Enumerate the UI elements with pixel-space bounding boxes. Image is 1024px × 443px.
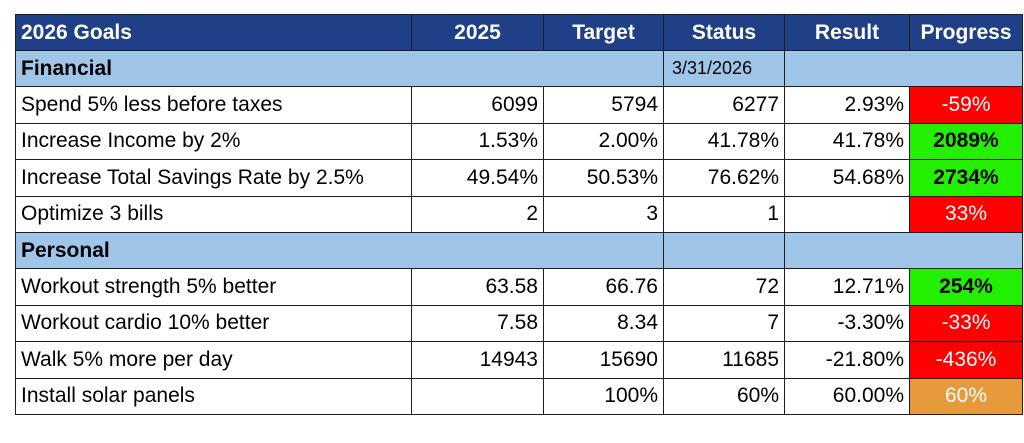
goal-cell[interactable]: Install solar panels — [15, 377, 412, 415]
status-cell[interactable]: 72 — [663, 268, 785, 306]
progress-cell[interactable]: 33% — [909, 195, 1023, 233]
baseline-cell[interactable]: 14943 — [411, 341, 544, 379]
progress-cell[interactable]: -436% — [909, 341, 1023, 379]
goals-spreadsheet: 2026 Goals 2025 Target Status Result Pro… — [15, 14, 1023, 415]
goal-cell[interactable]: Optimize 3 bills — [15, 195, 412, 233]
target-cell[interactable]: 8.34 — [543, 304, 664, 343]
progress-cell[interactable]: 60% — [909, 377, 1023, 415]
section-status-date[interactable]: 3/31/2026 — [663, 49, 785, 88]
baseline-cell[interactable]: 2 — [411, 195, 544, 233]
result-cell[interactable] — [784, 195, 910, 233]
target-cell[interactable]: 5794 — [543, 86, 664, 124]
status-cell[interactable]: 76.62% — [663, 159, 785, 197]
baseline-cell[interactable] — [411, 377, 544, 415]
section-filler-cell[interactable] — [784, 49, 1023, 88]
status-cell[interactable]: 6277 — [663, 86, 785, 124]
goals-table-body: Financial 3/31/2026 Spend 5% less before t… — [15, 49, 1023, 415]
baseline-cell[interactable]: 7.58 — [411, 304, 544, 343]
section-label[interactable]: Financial — [15, 49, 664, 88]
table-row: Workout strength 5% better 63.58 66.76 72 12… — [15, 268, 1023, 306]
status-cell[interactable]: 11685 — [663, 341, 785, 379]
column-header-result[interactable]: Result — [784, 14, 910, 51]
status-cell[interactable]: 1 — [663, 195, 785, 233]
status-cell[interactable]: 41.78% — [663, 122, 785, 161]
result-cell[interactable]: 12.71% — [784, 268, 910, 306]
section-filler-cell[interactable] — [784, 231, 1023, 270]
column-header-baseline[interactable]: 2025 — [411, 14, 544, 51]
progress-cell[interactable]: -33% — [909, 304, 1023, 343]
target-cell[interactable]: 2.00% — [543, 122, 664, 161]
goal-cell[interactable]: Increase Total Savings Rate by 2.5% — [15, 159, 412, 197]
result-cell[interactable]: -21.80% — [784, 341, 910, 379]
table-row: Spend 5% less before taxes 6099 5794 6277 2.… — [15, 86, 1023, 124]
progress-cell[interactable]: -59% — [909, 86, 1023, 124]
section-status-date[interactable] — [663, 231, 785, 270]
baseline-cell[interactable]: 6099 — [411, 86, 544, 124]
baseline-cell[interactable]: 63.58 — [411, 268, 544, 306]
goal-cell[interactable]: Spend 5% less before taxes — [15, 86, 412, 124]
status-cell[interactable]: 7 — [663, 304, 785, 343]
goal-cell[interactable]: Walk 5% more per day — [15, 341, 412, 379]
section-row-personal: Personal — [15, 231, 1023, 270]
result-cell[interactable]: 2.93% — [784, 86, 910, 124]
baseline-cell[interactable]: 49.54% — [411, 159, 544, 197]
column-header-status[interactable]: Status — [663, 14, 785, 51]
goal-cell[interactable]: Increase Income by 2% — [15, 122, 412, 161]
column-header-progress[interactable]: Progress — [909, 14, 1023, 51]
table-row: Increase Total Savings Rate by 2.5% 49.54… — [15, 159, 1023, 197]
target-cell[interactable]: 3 — [543, 195, 664, 233]
table-row: Workout cardio 10% better 7.58 8.34 7 -3.30%… — [15, 304, 1023, 343]
progress-cell[interactable]: 2089% — [909, 122, 1023, 161]
baseline-cell[interactable]: 1.53% — [411, 122, 544, 161]
goal-cell[interactable]: Workout cardio 10% better — [15, 304, 412, 343]
target-cell[interactable]: 15690 — [543, 341, 664, 379]
result-cell[interactable]: -3.30% — [784, 304, 910, 343]
result-cell[interactable]: 41.78% — [784, 122, 910, 161]
table-row: Increase Income by 2% 1.53% 2.00% 41.78% 41.… — [15, 122, 1023, 161]
result-cell[interactable]: 54.68% — [784, 159, 910, 197]
target-cell[interactable]: 100% — [543, 377, 664, 415]
table-row: Walk 5% more per day 14943 15690 11685 -21.8… — [15, 341, 1023, 379]
result-cell[interactable]: 60.00% — [784, 377, 910, 415]
table-row: Optimize 3 bills 2 3 1 33% — [15, 195, 1023, 233]
target-cell[interactable]: 66.76 — [543, 268, 664, 306]
goal-cell[interactable]: Workout strength 5% better — [15, 268, 412, 306]
progress-cell[interactable]: 254% — [909, 268, 1023, 306]
section-row-financial: Financial 3/31/2026 — [15, 49, 1023, 88]
table-row: Install solar panels 100% 60% 60.00% 60% — [15, 377, 1023, 415]
status-cell[interactable]: 60% — [663, 377, 785, 415]
target-cell[interactable]: 50.53% — [543, 159, 664, 197]
column-header-goals[interactable]: 2026 Goals — [15, 14, 412, 51]
header-row: 2026 Goals 2025 Target Status Result Pro… — [15, 14, 1023, 51]
section-label[interactable]: Personal — [15, 231, 664, 270]
column-header-target[interactable]: Target — [543, 14, 664, 51]
progress-cell[interactable]: 2734% — [909, 159, 1023, 197]
